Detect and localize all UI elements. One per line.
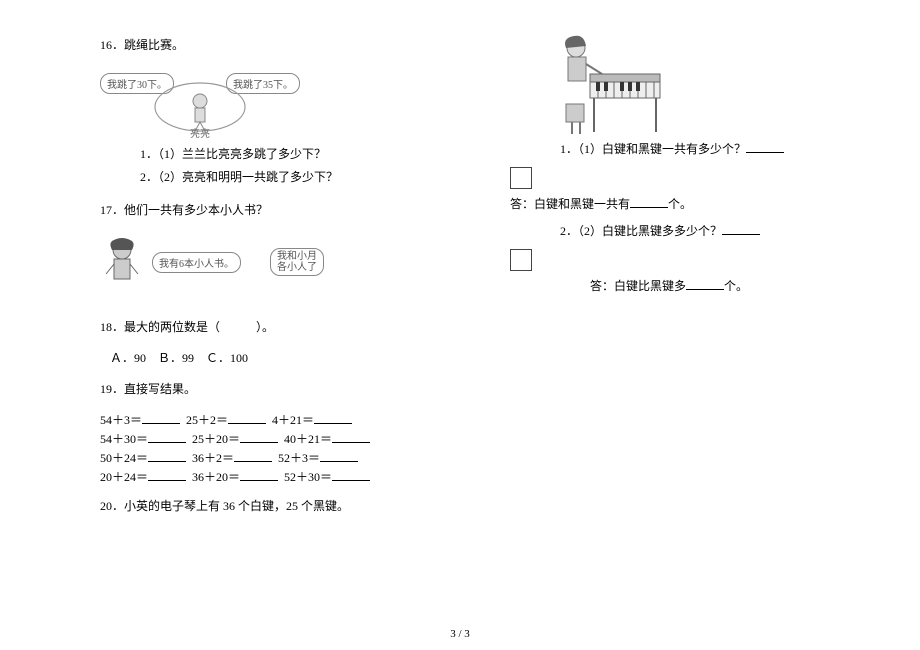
- q17-head: 17．他们一共有多少本小人书？: [100, 201, 450, 218]
- blank[interactable]: [240, 469, 278, 481]
- blank[interactable]: [332, 469, 370, 481]
- calc-expr: 20＋24＝: [100, 468, 186, 485]
- calc-row: 50＋24＝ 36＋2＝ 52＋3＝: [100, 449, 450, 466]
- q16-head: 16．跳绳比赛。: [100, 36, 450, 53]
- q20-image: [530, 30, 860, 140]
- blank[interactable]: [142, 412, 180, 424]
- q17-image: 我有6本小人书。 我和小月 各小人了: [100, 236, 450, 296]
- blank[interactable]: [722, 223, 760, 235]
- calc-expr: 36＋2＝: [192, 449, 272, 466]
- blank[interactable]: [332, 431, 370, 443]
- blank[interactable]: [148, 450, 186, 462]
- q18-head: 18．最大的两位数是（ ）。: [100, 318, 450, 335]
- blank[interactable]: [314, 412, 352, 424]
- answer-box-2[interactable]: [510, 249, 532, 271]
- calc-row: 20＋24＝ 36＋20＝ 52＋30＝: [100, 468, 450, 485]
- answer-box-1[interactable]: [510, 167, 532, 189]
- q17-bubble-right-l2: 各小人了: [277, 262, 317, 273]
- q20-sub1: 1．（1）白键和黑键一共有多少个？: [560, 140, 860, 157]
- blank[interactable]: [148, 431, 186, 443]
- calc-row: 54＋30＝ 25＋20＝ 40＋21＝: [100, 430, 450, 447]
- q18-options: Ａ．90 Ｂ．99 Ｃ．100: [110, 349, 450, 366]
- blank[interactable]: [240, 431, 278, 443]
- q16-sub1: 1．（1）兰兰比亮亮多跳了多少下？: [140, 145, 450, 162]
- q16-caption: 亮亮: [190, 125, 210, 140]
- q20-sub2: 2．（2）白键比黑键多多少个？: [560, 222, 860, 239]
- calc-expr: 54＋30＝: [100, 430, 186, 447]
- calc-expr: 25＋20＝: [192, 430, 278, 447]
- blank[interactable]: [320, 450, 358, 462]
- left-column: 16．跳绳比赛。 我跳了30下。 我跳了35下。 亮亮 1．（1）兰兰比亮亮多跳…: [100, 30, 450, 522]
- q20-head: 20．小英的电子琴上有 36 个白键，25 个黑键。: [100, 497, 450, 514]
- q20-ans2: 答：白键比黑键多个。: [590, 277, 860, 294]
- blank[interactable]: [228, 412, 266, 424]
- blank[interactable]: [686, 278, 724, 290]
- blank[interactable]: [148, 469, 186, 481]
- calc-expr: 50＋24＝: [100, 449, 186, 466]
- calc-expr: 36＋20＝: [192, 468, 278, 485]
- q20-ans1: 答：白键和黑键一共有个。: [510, 195, 860, 212]
- calc-expr: 52＋30＝: [284, 468, 370, 485]
- blank[interactable]: [746, 141, 784, 153]
- calc-expr: 40＋21＝: [284, 430, 370, 447]
- q19-head: 19．直接写结果。: [100, 380, 450, 397]
- calc-expr: 52＋3＝: [278, 449, 358, 466]
- blank[interactable]: [630, 196, 668, 208]
- calc-expr: 54＋3＝: [100, 411, 180, 428]
- q16-image: 我跳了30下。 我跳了35下。 亮亮: [100, 67, 450, 137]
- q19-table: 54＋3＝ 25＋2＝ 4＋21＝ 54＋30＝ 25＋20＝ 40＋21＝ 50＋24＝ 3…: [100, 409, 450, 487]
- q16-sub2: 2．（2）亮亮和明明一共跳了多少下？: [140, 168, 450, 185]
- calc-expr: 25＋2＝: [186, 411, 266, 428]
- calc-row: 54＋3＝ 25＋2＝ 4＋21＝: [100, 411, 450, 428]
- blank[interactable]: [234, 450, 272, 462]
- q17-bubble-left: 我有6本小人书。: [152, 252, 241, 273]
- page-number: 3 / 3: [0, 628, 920, 640]
- right-column: 1．（1）白键和黑键一共有多少个？ 答：白键和黑键一共有个。 2．（2）白键比黑…: [510, 30, 860, 522]
- q17-bubble-right-l1: 我和小月: [277, 251, 317, 262]
- calc-expr: 4＋21＝: [272, 411, 352, 428]
